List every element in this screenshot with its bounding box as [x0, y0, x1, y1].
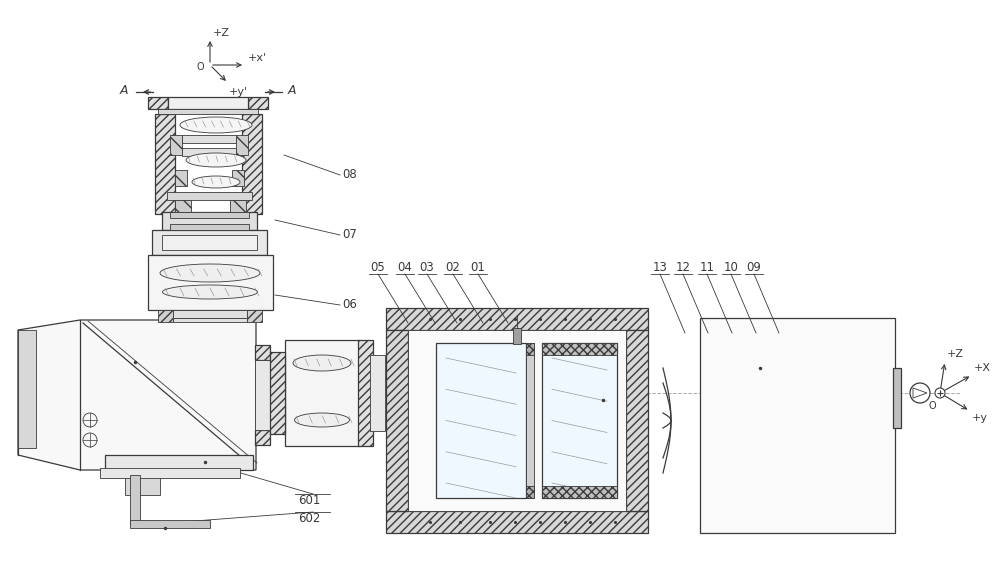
Ellipse shape: [162, 285, 258, 299]
Text: 601: 601: [298, 494, 320, 507]
Text: 03: 03: [420, 261, 434, 274]
Text: 08: 08: [342, 168, 357, 181]
Text: +Z: +Z: [947, 349, 964, 359]
Bar: [893, 368, 901, 428]
Bar: [18, 330, 36, 448]
Bar: [255, 345, 270, 360]
Bar: [626, 330, 648, 511]
Bar: [513, 328, 521, 344]
Bar: [232, 170, 244, 186]
Text: 04: 04: [398, 261, 412, 274]
Ellipse shape: [192, 176, 240, 188]
Text: 01: 01: [471, 261, 485, 274]
Text: 05: 05: [371, 261, 385, 274]
Bar: [170, 212, 249, 218]
Bar: [175, 170, 187, 186]
Text: 06: 06: [342, 298, 357, 311]
Bar: [247, 310, 262, 322]
Bar: [370, 355, 385, 431]
Bar: [386, 511, 648, 533]
Ellipse shape: [180, 117, 252, 133]
Ellipse shape: [293, 355, 351, 371]
Text: A: A: [120, 84, 128, 98]
Bar: [526, 486, 534, 498]
Text: 07: 07: [342, 229, 357, 242]
Bar: [386, 330, 408, 511]
Text: 12: 12: [676, 261, 690, 274]
Bar: [242, 114, 262, 214]
Bar: [236, 135, 248, 155]
Bar: [173, 310, 247, 318]
Bar: [167, 192, 252, 200]
Bar: [152, 230, 267, 255]
Text: 13: 13: [653, 261, 667, 274]
Text: 09: 09: [747, 261, 761, 274]
Bar: [542, 486, 617, 498]
Bar: [270, 352, 285, 434]
Text: O: O: [196, 62, 204, 72]
Ellipse shape: [186, 153, 246, 167]
Bar: [162, 235, 257, 250]
Bar: [158, 310, 173, 322]
Bar: [255, 360, 270, 430]
Bar: [700, 318, 895, 533]
Bar: [100, 468, 240, 478]
Ellipse shape: [160, 264, 260, 282]
Bar: [130, 475, 140, 525]
Bar: [436, 343, 526, 498]
Ellipse shape: [294, 413, 350, 427]
Bar: [170, 224, 249, 230]
Text: 11: 11: [700, 261, 714, 274]
Bar: [168, 97, 248, 109]
Text: +X: +X: [974, 363, 991, 373]
Text: +y': +y': [229, 87, 248, 97]
Bar: [526, 343, 534, 498]
Bar: [285, 340, 360, 446]
Bar: [173, 318, 247, 322]
Text: +y: +y: [972, 413, 988, 423]
Bar: [125, 470, 160, 495]
Bar: [148, 97, 168, 109]
Bar: [162, 212, 257, 230]
Circle shape: [935, 388, 945, 398]
Bar: [182, 148, 236, 156]
Text: +x': +x': [248, 53, 267, 63]
Bar: [175, 200, 191, 212]
Bar: [386, 308, 648, 330]
Bar: [526, 343, 534, 355]
Text: 02: 02: [446, 261, 460, 274]
Text: 10: 10: [724, 261, 738, 274]
Bar: [230, 200, 246, 212]
Bar: [130, 520, 210, 528]
Bar: [170, 135, 182, 155]
Bar: [148, 255, 273, 310]
Bar: [408, 330, 626, 511]
Bar: [358, 340, 373, 446]
Bar: [255, 430, 270, 445]
Bar: [182, 135, 236, 143]
Bar: [158, 109, 258, 114]
Text: O: O: [928, 401, 936, 411]
Polygon shape: [18, 320, 256, 470]
Text: 602: 602: [298, 512, 320, 525]
Bar: [248, 97, 268, 109]
Text: A: A: [288, 84, 296, 98]
Bar: [542, 343, 617, 498]
Bar: [542, 343, 617, 355]
Bar: [105, 455, 253, 470]
Circle shape: [910, 383, 930, 403]
Text: +Z: +Z: [213, 28, 230, 38]
Bar: [155, 114, 175, 214]
